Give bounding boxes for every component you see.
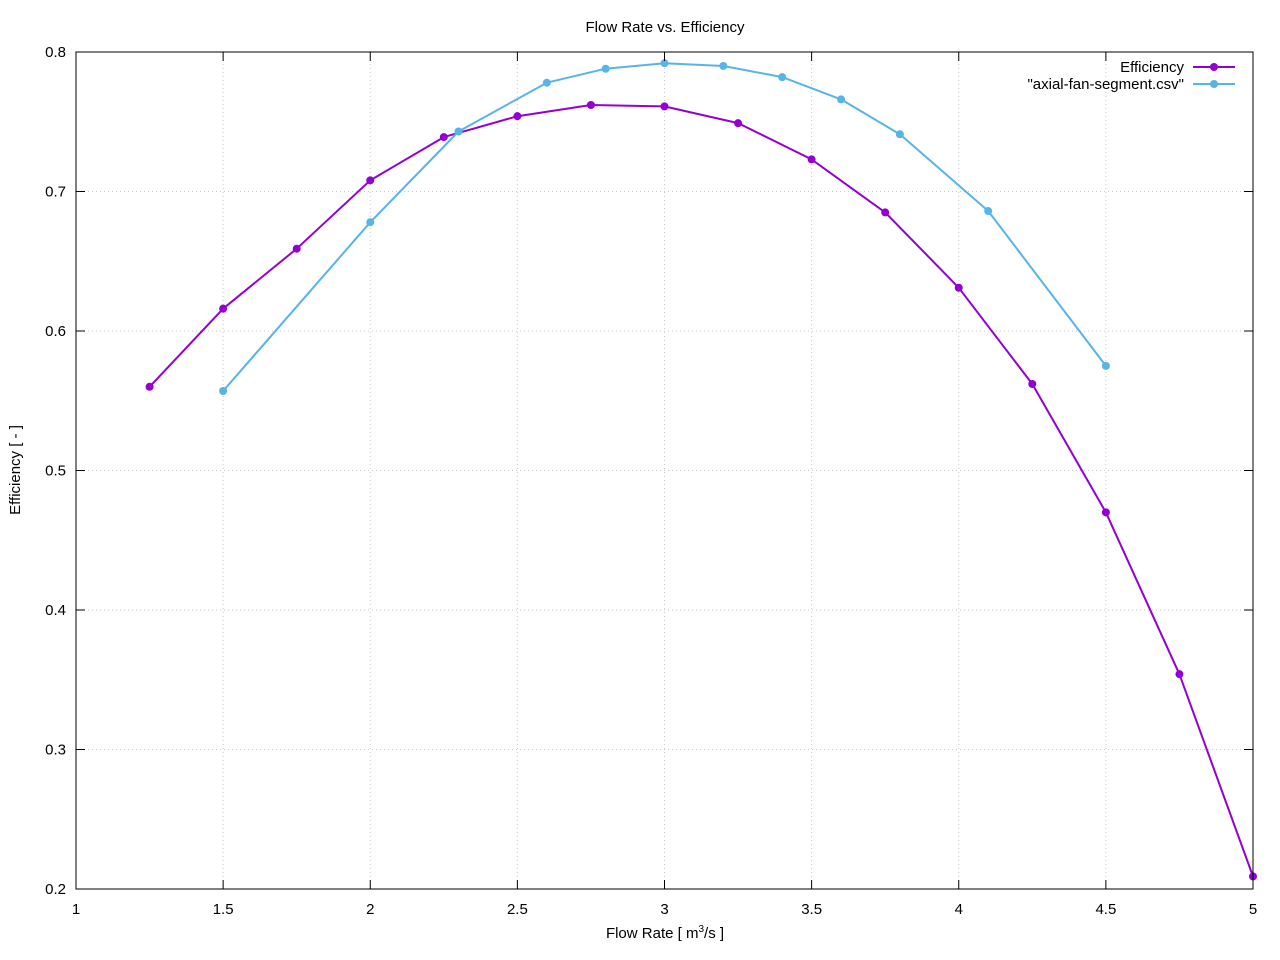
legend: Efficiency"axial-fan-segment.csv" [1027,59,1235,93]
data-point [984,207,993,216]
x-tick-label: 2 [366,901,374,918]
y-tick-label: 0.6 [45,323,66,340]
x-axis-label-end: /s ] [704,925,724,942]
data-point [660,59,669,68]
data-point [719,61,728,70]
legend-marker [1210,63,1218,71]
x-axis-label-sup: 3 [698,924,704,935]
data-point [1175,670,1184,679]
x-tick-label: 3.5 [801,901,822,918]
x-tick-label: 1 [72,901,80,918]
data-point [881,208,890,217]
data-point [837,95,846,104]
data-point [807,155,816,164]
data-point [145,382,154,391]
data-point [366,218,375,227]
y-tick-label: 0.5 [45,463,66,480]
x-tick-label: 2.5 [507,901,528,918]
data-point [366,176,375,185]
data-point [219,304,228,313]
data-point [778,73,787,82]
legend-marker [1210,80,1218,88]
chart-title: Flow Rate vs. Efficiency [586,19,745,36]
y-tick-label: 0.8 [45,44,66,61]
x-tick-label: 1.5 [213,901,234,918]
data-point [660,102,669,111]
data-point [586,101,595,110]
legend-label: Efficiency [1120,59,1184,76]
data-point [513,112,522,121]
data-point [1101,508,1110,517]
data-point [1101,361,1110,370]
data-point [439,133,448,142]
axis-ticks: 1 1.5 2 2.5 3 3.5 4 4.5 5 0.2 0.3 0.4 0.5 0.6 0.7 0.8 [45,44,1257,918]
y-tick-label: 0.3 [45,742,66,759]
y-tick-label: 0.4 [45,602,66,619]
data-point [734,119,743,128]
data-point [1028,380,1037,389]
data-point [601,64,610,73]
series-layer [145,59,1257,881]
x-axis-label-main: Flow Rate [ m [606,925,699,942]
x-tick-label: 5 [1249,901,1257,918]
x-tick-label: 4 [955,901,963,918]
legend-label: "axial-fan-segment.csv" [1027,76,1184,93]
x-tick-label: 3 [660,901,668,918]
x-tick-label: 4.5 [1095,901,1116,918]
data-point [542,78,551,87]
grid-lines [76,52,1253,889]
y-tick-label: 0.2 [45,881,66,898]
data-point [454,127,463,136]
series-line [222,62,1107,392]
data-point [219,386,228,395]
data-point [954,283,963,292]
data-point [292,244,301,253]
series-line [148,104,1254,877]
y-tick-label: 0.7 [45,184,66,201]
x-axis-label: Flow Rate [ m3/s ] [606,924,724,942]
y-axis-label: Efficiency [ - ] [7,425,24,515]
data-point [895,130,904,139]
